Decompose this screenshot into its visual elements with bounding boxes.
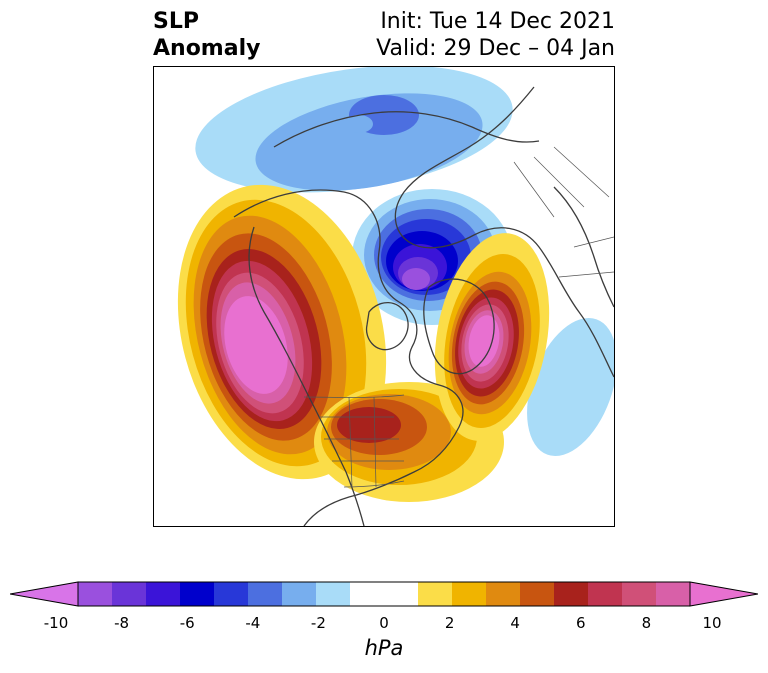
date-block: Init: Tue 14 Dec 2021 Valid: 29 Dec – 04… xyxy=(376,8,615,62)
contour-pos-14 xyxy=(337,407,401,443)
border-us-canada xyxy=(303,394,405,398)
anomaly-title: Anomaly xyxy=(153,36,261,61)
coastline-hudson-bay xyxy=(365,301,409,351)
colorbar-tick-label: 0 xyxy=(379,614,389,632)
contour-neg-13 xyxy=(527,317,614,457)
colorbar-segment xyxy=(588,582,623,606)
negative-anomaly-eurasia xyxy=(195,67,513,193)
border-eurasia xyxy=(513,146,614,278)
variable-title: SLP xyxy=(153,9,199,34)
colorbar-segment xyxy=(146,582,181,606)
colorbar-segment xyxy=(622,582,657,606)
title-block: SLP Anomaly xyxy=(153,8,260,62)
border-states xyxy=(319,396,404,488)
colorbar-segment xyxy=(486,582,521,606)
colorbar-segment xyxy=(180,582,215,606)
colorbar-left-arrow xyxy=(10,581,79,607)
coastline-europe xyxy=(553,186,614,308)
colorbar-tick-label: 4 xyxy=(510,614,520,632)
colorbar-segment xyxy=(112,582,147,606)
contour-neg-2 xyxy=(255,93,483,191)
colorbar-unit-label: hPa xyxy=(364,636,404,660)
negative-anomaly-atlantic xyxy=(527,317,614,457)
coastline-siberia xyxy=(273,111,540,148)
colorbar-tick-label: -6 xyxy=(179,614,195,632)
colorbar-tick-label: 6 xyxy=(576,614,586,632)
coastline-greenland xyxy=(423,278,495,375)
map-panel xyxy=(153,66,615,527)
coastline-eurasia xyxy=(394,86,614,378)
colorbar-right-arrow xyxy=(689,581,758,607)
colorbar-tick-label: 2 xyxy=(444,614,455,632)
contour-pos-9 xyxy=(224,296,288,394)
valid-date: Valid: 29 Dec – 04 Jan xyxy=(376,36,615,61)
colorbar-segment xyxy=(214,582,249,606)
border-us-mexico xyxy=(343,480,405,488)
coastlines xyxy=(233,86,614,526)
colorbar-segment xyxy=(656,582,691,606)
colorbar-segment xyxy=(316,582,351,606)
borders xyxy=(303,146,614,488)
colorbar-segment xyxy=(384,582,419,606)
colorbar xyxy=(10,581,758,607)
init-date: Init: Tue 14 Dec 2021 xyxy=(380,9,615,34)
colorbar-tick-label: -10 xyxy=(43,614,69,632)
colorbar-segment xyxy=(248,582,283,606)
colorbar-tick-label: 10 xyxy=(702,614,722,632)
contour-neg-4 xyxy=(345,115,373,133)
colorbar-tick-label: 8 xyxy=(641,614,652,632)
colorbar-tick-label: -2 xyxy=(310,614,326,632)
colorbar-tick-label: -4 xyxy=(245,614,261,632)
colorbar-segment xyxy=(78,582,113,606)
anomaly-map xyxy=(177,67,614,526)
colorbar-outline xyxy=(77,581,691,607)
colorbar-segment xyxy=(418,582,453,606)
colorbar-segment xyxy=(452,582,487,606)
contour-pos-23 xyxy=(468,315,500,367)
colorbar-segment xyxy=(282,582,317,606)
colorbar-segment xyxy=(520,582,555,606)
colorbar-tick-label: -8 xyxy=(114,614,130,632)
contour-neg-12 xyxy=(402,268,430,290)
colorbar-segment xyxy=(350,582,385,606)
colorbar-segments xyxy=(78,582,691,606)
colorbar-segment xyxy=(554,582,589,606)
